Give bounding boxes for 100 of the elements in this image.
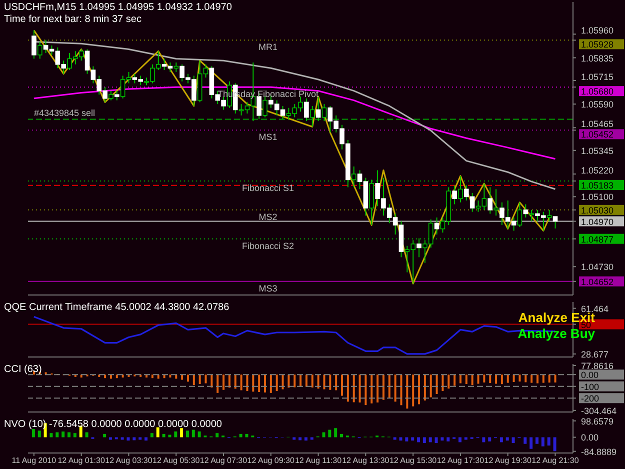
bar — [535, 437, 538, 444]
y-tick-label: 1.05590 — [581, 100, 614, 110]
y-tick-label: 0.00 — [581, 370, 599, 380]
bar — [132, 437, 136, 440]
x-tick-label: 12 Aug 13:30 — [342, 456, 390, 465]
bar — [198, 431, 201, 438]
bar — [156, 427, 160, 438]
bar — [108, 437, 112, 440]
x-tick-label: 12 Aug 17:30 — [436, 456, 485, 465]
bar — [417, 437, 420, 442]
bar — [120, 437, 124, 440]
bar — [411, 437, 414, 441]
y-tick-label: 1.05452 — [581, 130, 614, 140]
y-tick-label: 1.05030 — [581, 205, 614, 216]
y-tick-label: -84.8889 — [581, 446, 617, 457]
bar — [73, 433, 76, 438]
bar — [103, 434, 106, 438]
y-tick-label: -304.464 — [581, 406, 617, 416]
bar — [245, 434, 248, 438]
y-tick-label: 1.05960 — [581, 26, 614, 36]
bar — [422, 437, 426, 444]
y-tick-label: 61.464 — [581, 304, 609, 314]
bar — [186, 430, 189, 438]
y-tick-label: 1.05715 — [581, 72, 614, 82]
bar — [446, 437, 450, 442]
bar — [138, 437, 142, 440]
bar — [464, 437, 468, 440]
y-tick-label: 1.05220 — [581, 166, 614, 176]
bar — [405, 437, 408, 442]
ref-line-label: #43439845 sell — [34, 108, 96, 118]
bar — [500, 437, 503, 442]
x-tick-label: 12 Aug 01:30 — [58, 456, 106, 465]
bar — [162, 434, 166, 438]
y-tick-label: 1.05835 — [581, 53, 614, 64]
bar — [340, 434, 344, 438]
bar — [50, 433, 53, 438]
x-tick-label: 12 Aug 03:30 — [105, 456, 153, 465]
y-tick-label: 1.04730 — [581, 262, 614, 272]
ref-line-label: Fibonacci S2 — [242, 240, 294, 251]
y-tick-label: 28.677 — [581, 349, 609, 360]
y-tick-label: -100 — [581, 382, 600, 392]
bar — [512, 437, 515, 444]
bar — [334, 428, 338, 438]
y-tick-label: 1.04877 — [581, 234, 614, 244]
y-tick-label: 77.8616 — [581, 360, 614, 371]
bar — [322, 432, 326, 438]
chart-title: USDCHFm,M15 1.04995 1.04995 1.04932 1.04970 — [4, 2, 232, 13]
y-tick-label: 1.05183 — [581, 180, 614, 191]
bar — [126, 437, 130, 441]
bar — [174, 431, 178, 438]
y-tick-label: 98.6579 — [581, 416, 614, 426]
bar — [553, 437, 556, 452]
bar — [506, 437, 509, 441]
bar — [62, 431, 65, 438]
chart-title: CCI (63) — [4, 364, 42, 375]
chart-title: QQE Current Timeframe 45.0002 44.3800 42.0786 — [4, 302, 230, 313]
y-tick-label: 1.05465 — [581, 119, 614, 130]
bar — [298, 437, 302, 440]
bar — [216, 433, 219, 438]
bar — [393, 437, 396, 440]
x-tick-label: 12 Aug 07:30 — [200, 456, 248, 465]
bar — [150, 433, 154, 438]
x-tick-label: 12 Aug 19:30 — [484, 456, 532, 465]
bar — [310, 437, 314, 440]
bar — [488, 437, 492, 442]
bar — [328, 430, 332, 438]
y-tick-label: 0.00 — [581, 432, 599, 443]
bar — [547, 437, 550, 446]
bar — [56, 432, 59, 438]
ref-line-label: Fibonacci S1 — [242, 183, 294, 194]
y-tick-label: 1.05100 — [581, 192, 614, 202]
bar — [458, 437, 462, 442]
ref-line-label: MS3 — [258, 283, 278, 294]
bar — [304, 437, 308, 441]
x-tick-label: 12 Aug 21:30 — [532, 456, 580, 465]
bar — [434, 437, 438, 444]
bar — [292, 437, 296, 440]
bar — [440, 437, 444, 441]
y-tick-label: 1.04970 — [581, 216, 614, 227]
y-tick-label: -200 — [581, 394, 600, 404]
bar — [239, 434, 242, 438]
bar — [541, 437, 544, 446]
y-tick-label: 1.05345 — [581, 146, 614, 156]
text: Time for next bar: 8 min 37 sec — [4, 14, 142, 25]
bar — [530, 437, 533, 449]
bar — [482, 437, 486, 442]
bar — [144, 437, 148, 441]
bar — [524, 437, 527, 444]
ref-line-label: MS2 — [258, 212, 278, 222]
bar — [85, 432, 88, 438]
y-tick-label: 1.05680 — [581, 86, 614, 97]
x-tick-label: 11 Aug 2010 — [12, 456, 57, 465]
ref-line-label: MS1 — [258, 132, 278, 142]
bar — [428, 437, 432, 442]
y-tick-label: 1.04652 — [581, 276, 614, 287]
bar — [399, 437, 402, 441]
y-tick-label: 1.05928 — [581, 40, 614, 50]
x-tick-label: 12 Aug 11:30 — [294, 456, 342, 465]
bar — [192, 430, 195, 438]
x-tick-label: 12 Aug 05:30 — [152, 456, 200, 465]
